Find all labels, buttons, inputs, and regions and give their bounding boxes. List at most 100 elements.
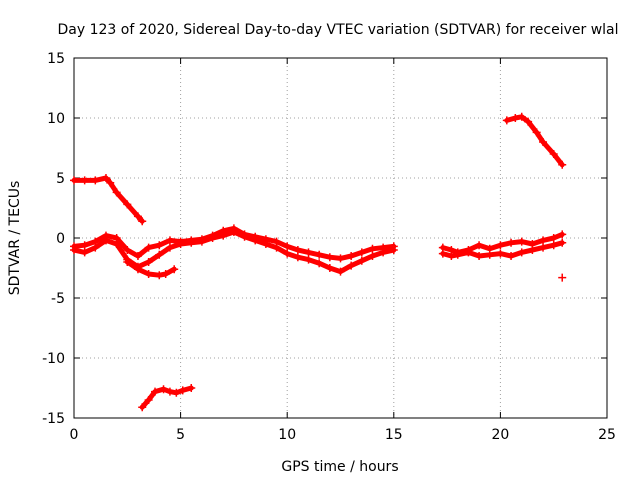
data-point: [70, 246, 78, 254]
data-point: [112, 240, 121, 248]
data-point: [304, 248, 313, 257]
data-point: [315, 259, 324, 268]
data-point: [219, 231, 228, 240]
y-tick-label: 10: [47, 111, 65, 127]
data-point: [558, 273, 567, 282]
data-point: [558, 230, 567, 239]
data-point: [197, 237, 206, 246]
data-point: [517, 237, 526, 246]
data-point: [304, 255, 313, 264]
series-isolated-point: [558, 273, 567, 282]
data-point: [475, 252, 484, 260]
data-point: [240, 232, 249, 241]
chart-title: Day 123 of 2020, Sidereal Day-to-day VTE…: [57, 22, 618, 38]
data-point: [539, 138, 548, 146]
y-tick-label: -15: [42, 411, 65, 427]
data-point: [165, 387, 174, 396]
data-point: [123, 258, 132, 266]
x-axis-label: GPS time / hours: [281, 459, 398, 475]
data-point: [155, 271, 164, 280]
data-point: [91, 243, 100, 252]
ticks-layer: 0 5 10 15 20 25 -15 -10 -5 0 5 10 15: [42, 51, 616, 443]
data-point: [379, 248, 388, 257]
data-point: [549, 234, 558, 242]
data-point: [165, 243, 174, 252]
data-point: [144, 258, 153, 266]
data-point: [511, 114, 520, 122]
series-track-h: [438, 238, 567, 260]
data-point: [517, 112, 526, 121]
data-point: [558, 238, 567, 247]
data-point: [502, 116, 511, 125]
data-point: [507, 252, 516, 260]
data-point: [161, 270, 170, 278]
data-point: [80, 241, 89, 250]
data-point: [187, 238, 196, 247]
x-tick-label: 20: [491, 427, 509, 443]
y-tick-label: 5: [56, 171, 65, 187]
x-tick-label: 10: [278, 427, 296, 443]
x-tick-label: 25: [598, 427, 616, 443]
data-point: [357, 248, 366, 257]
data-point: [133, 212, 142, 221]
data-point: [251, 236, 260, 245]
data-point: [389, 246, 398, 254]
data-point: [549, 241, 558, 250]
series-track-b: [502, 112, 567, 169]
data-point: [144, 243, 153, 252]
series-track: [71, 175, 145, 224]
data-point: [229, 228, 238, 236]
data-point: [208, 234, 217, 242]
data-point: [475, 241, 484, 250]
data-point: [187, 384, 196, 392]
data-point: [159, 385, 168, 394]
data-point: [293, 246, 302, 254]
data-point: [447, 252, 456, 260]
data-point: [453, 250, 462, 259]
data-point: [155, 241, 164, 250]
data-point: [528, 246, 537, 254]
data-point: [507, 238, 516, 247]
y-tick-label: 15: [47, 51, 65, 67]
y-tick-label: -10: [42, 351, 65, 367]
data-point: [133, 252, 142, 260]
data-point: [80, 248, 89, 257]
data-point: [170, 265, 179, 274]
data-point: [261, 240, 270, 248]
data-point: [496, 241, 505, 250]
data-point: [293, 253, 302, 262]
data-point: [138, 217, 147, 226]
y-axis-label: SDTVAR / TECUs: [7, 181, 23, 296]
data-point: [138, 403, 147, 412]
data-point: [178, 386, 187, 395]
data-point: [336, 267, 345, 276]
grid-layer: [74, 58, 607, 418]
data-point: [112, 188, 121, 197]
data-point: [325, 264, 334, 272]
data-point: [133, 265, 142, 274]
data-point: [325, 253, 334, 262]
data-point: [368, 252, 377, 260]
data-point: [357, 256, 366, 265]
data-point: [283, 249, 292, 258]
data-point: [485, 250, 494, 259]
data-point: [91, 176, 100, 185]
data-point: [123, 246, 132, 254]
data-point: [70, 176, 78, 185]
data-point: [144, 396, 153, 404]
data-point: [172, 388, 181, 397]
data-point: [496, 249, 505, 258]
data-point: [558, 160, 567, 169]
data-point: [176, 240, 185, 248]
series-track-f: [138, 384, 196, 412]
x-tick-label: 5: [176, 427, 185, 443]
data-point: [517, 248, 526, 257]
data-point: [155, 250, 164, 259]
data-point: [80, 176, 89, 185]
data-point: [106, 178, 115, 187]
x-tick-label: 15: [385, 427, 403, 443]
data-point: [336, 254, 345, 263]
data-point: [438, 249, 447, 258]
data-point: [151, 387, 160, 396]
